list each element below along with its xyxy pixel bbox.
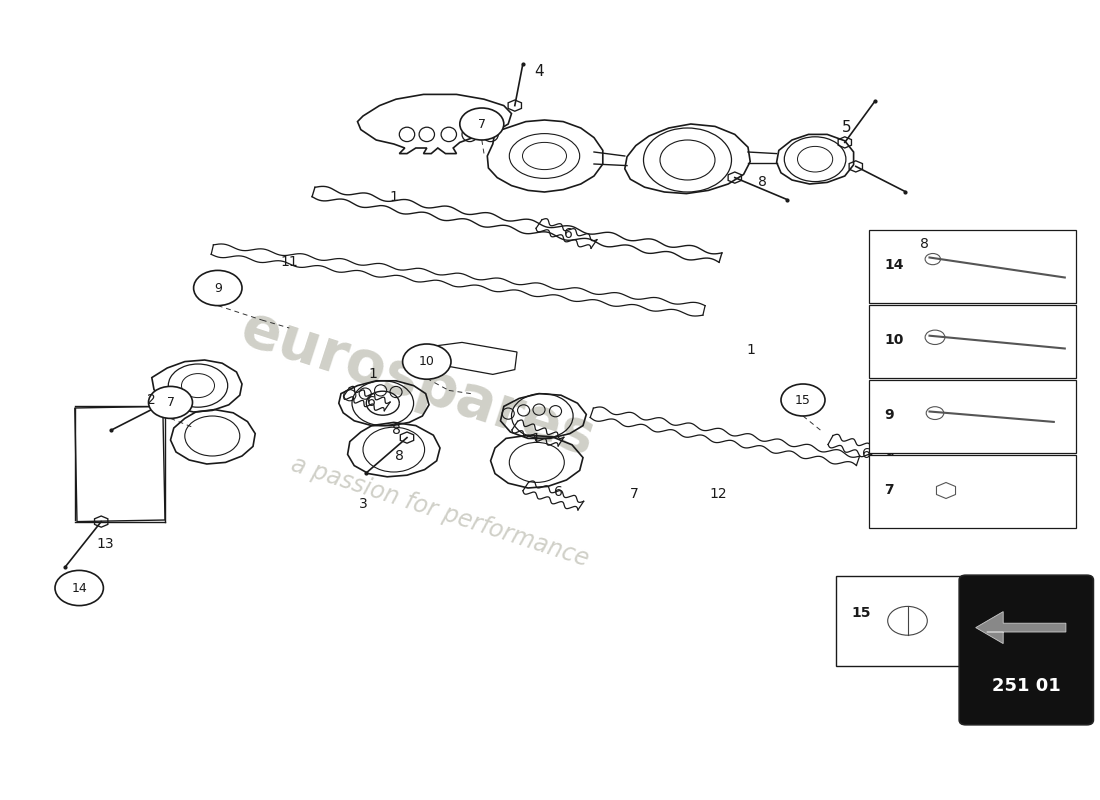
Bar <box>836 576 962 666</box>
Text: 6: 6 <box>564 227 573 242</box>
Text: 8: 8 <box>920 237 928 251</box>
Text: 13: 13 <box>97 537 114 551</box>
Text: 1: 1 <box>368 367 377 382</box>
Text: 1: 1 <box>747 343 756 358</box>
Text: 14: 14 <box>72 582 87 594</box>
Text: 9: 9 <box>213 282 222 294</box>
Text: 7: 7 <box>477 118 486 130</box>
Text: 6: 6 <box>367 395 376 410</box>
Text: 14: 14 <box>884 258 904 273</box>
Text: 7: 7 <box>166 396 175 409</box>
Text: 1: 1 <box>531 432 540 446</box>
Text: 10: 10 <box>884 334 904 347</box>
Circle shape <box>460 108 504 140</box>
Bar <box>869 455 1076 528</box>
Text: eurospares: eurospares <box>233 300 603 468</box>
Text: 5: 5 <box>843 121 851 135</box>
FancyBboxPatch shape <box>959 575 1093 725</box>
Text: 10: 10 <box>419 355 435 368</box>
Text: 7: 7 <box>884 483 894 498</box>
Text: 2: 2 <box>147 393 156 407</box>
Text: 8: 8 <box>392 422 400 437</box>
Text: 3: 3 <box>359 497 367 511</box>
Text: 9: 9 <box>884 409 894 422</box>
Text: a passion for performance: a passion for performance <box>288 453 592 571</box>
Text: 8: 8 <box>758 174 767 189</box>
Text: 11: 11 <box>280 255 298 270</box>
Circle shape <box>403 344 451 379</box>
Text: 6: 6 <box>862 447 871 462</box>
Bar <box>869 230 1076 303</box>
Text: 8: 8 <box>395 449 404 463</box>
Bar <box>869 380 1076 453</box>
Text: 6: 6 <box>554 485 563 499</box>
Text: 7: 7 <box>630 487 639 502</box>
Circle shape <box>194 270 242 306</box>
Text: 4: 4 <box>535 65 543 79</box>
Text: 15: 15 <box>851 606 871 620</box>
Circle shape <box>148 386 192 418</box>
Text: 15: 15 <box>795 394 811 406</box>
Bar <box>869 306 1076 378</box>
Text: 1: 1 <box>389 190 398 204</box>
Circle shape <box>781 384 825 416</box>
Circle shape <box>55 570 103 606</box>
Text: 251 01: 251 01 <box>992 678 1060 695</box>
Polygon shape <box>976 611 1066 643</box>
Text: 12: 12 <box>710 487 727 502</box>
